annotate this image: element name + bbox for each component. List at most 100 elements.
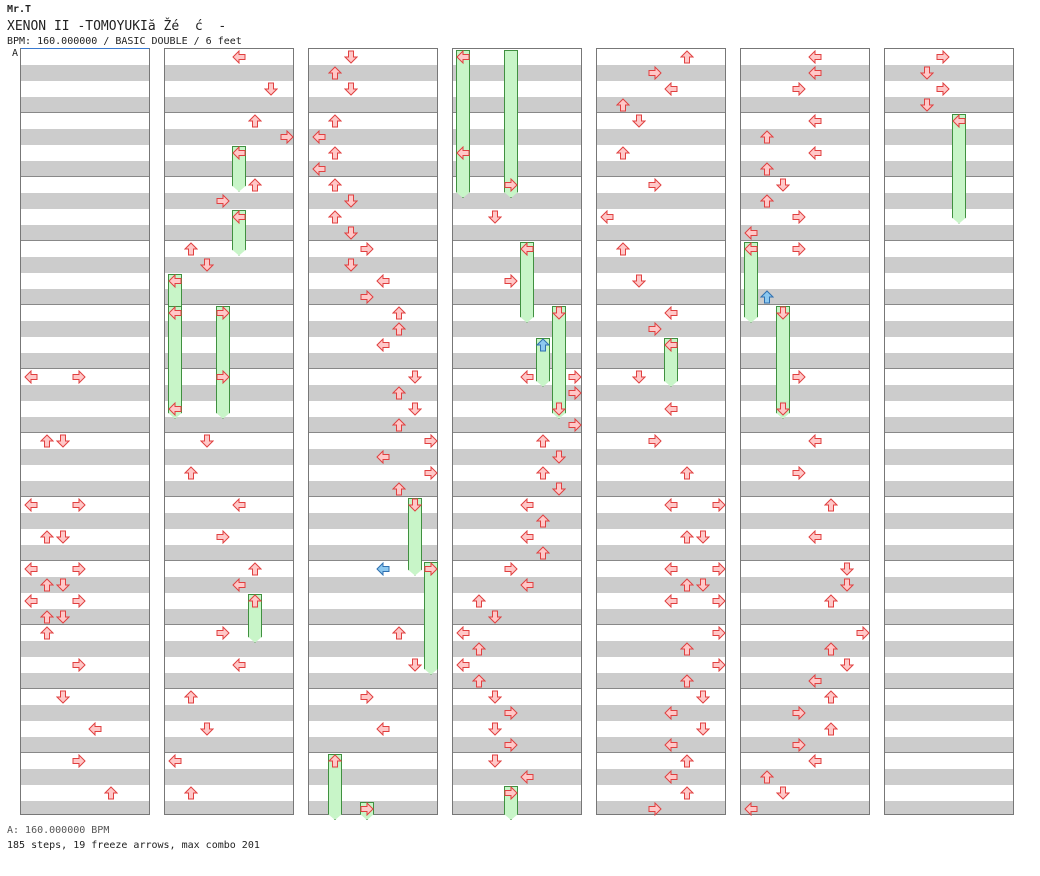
arrow-left-icon bbox=[456, 626, 470, 640]
measure-line bbox=[885, 368, 1013, 369]
arrow-down-icon bbox=[40, 530, 54, 544]
arrow-right-icon bbox=[712, 626, 726, 640]
measure-line bbox=[885, 304, 1013, 305]
arrow-right-icon bbox=[648, 434, 662, 448]
measure-line bbox=[21, 688, 149, 689]
bpm-change-line bbox=[21, 48, 149, 49]
measure-line bbox=[309, 560, 437, 561]
arrow-down-icon bbox=[680, 642, 694, 656]
freeze-arrow bbox=[424, 562, 438, 675]
arrow-right-icon bbox=[424, 466, 438, 480]
arrow-left-icon bbox=[744, 802, 758, 816]
arrow-down-icon bbox=[824, 594, 838, 608]
measure-line bbox=[453, 752, 581, 753]
chart-meta: BPM: 160.000000 / BASIC DOUBLE / 6 feet bbox=[7, 36, 242, 47]
measure-line bbox=[597, 368, 725, 369]
arrow-left-icon bbox=[24, 370, 38, 384]
measure-line bbox=[597, 752, 725, 753]
arrow-down-icon bbox=[824, 690, 838, 704]
arrow-left-icon bbox=[376, 722, 390, 736]
measure-line bbox=[165, 560, 293, 561]
arrow-up-icon bbox=[344, 50, 358, 64]
arrow-right-icon bbox=[792, 210, 806, 224]
arrow-left-icon bbox=[600, 210, 614, 224]
arrow-up-icon bbox=[776, 786, 790, 800]
measure-line bbox=[21, 432, 149, 433]
arrow-right-icon bbox=[712, 594, 726, 608]
freeze-arrow bbox=[552, 306, 566, 419]
measure-line bbox=[453, 240, 581, 241]
measure-line bbox=[741, 688, 869, 689]
measure-line bbox=[597, 496, 725, 497]
arrow-down-icon bbox=[616, 98, 630, 112]
measure-line bbox=[453, 624, 581, 625]
arrow-left-icon bbox=[664, 306, 678, 320]
arrow-down-icon bbox=[392, 418, 406, 432]
arrow-right-icon bbox=[712, 498, 726, 512]
measure-line bbox=[165, 752, 293, 753]
arrow-down-icon bbox=[184, 690, 198, 704]
arrow-left-icon bbox=[808, 530, 822, 544]
arrow-down-icon bbox=[680, 466, 694, 480]
measure-line bbox=[885, 240, 1013, 241]
arrow-down-icon bbox=[680, 50, 694, 64]
arrow-down-icon bbox=[40, 626, 54, 640]
arrow-down-icon bbox=[616, 242, 630, 256]
arrow-up-icon bbox=[344, 82, 358, 96]
arrow-up-icon bbox=[696, 578, 710, 592]
measure-line bbox=[741, 496, 869, 497]
measure-line bbox=[885, 176, 1013, 177]
arrow-left-icon bbox=[664, 82, 678, 96]
arrow-up-icon bbox=[344, 194, 358, 208]
arrow-left-icon bbox=[168, 274, 182, 288]
arrow-up-icon bbox=[488, 722, 502, 736]
arrow-left-icon bbox=[744, 242, 758, 256]
freeze-arrow bbox=[776, 306, 790, 419]
arrow-up-icon bbox=[696, 690, 710, 704]
arrow-left-icon bbox=[312, 162, 326, 176]
measure-line bbox=[597, 176, 725, 177]
arrow-up-icon bbox=[552, 402, 566, 416]
arrow-right-icon bbox=[216, 530, 230, 544]
arrow-left-icon bbox=[808, 114, 822, 128]
arrow-right-icon bbox=[504, 738, 518, 752]
arrow-down-icon bbox=[536, 546, 550, 560]
measure-line bbox=[309, 304, 437, 305]
measure-line bbox=[21, 496, 149, 497]
chart-column-6 bbox=[740, 48, 870, 816]
freeze-arrow bbox=[456, 50, 470, 198]
measure-line bbox=[741, 240, 869, 241]
shock-arrow-down-icon bbox=[536, 338, 550, 352]
measure-line bbox=[885, 752, 1013, 753]
measure-line bbox=[309, 752, 437, 753]
arrow-right-icon bbox=[856, 626, 870, 640]
arrow-left-icon bbox=[376, 274, 390, 288]
chart-column-5 bbox=[596, 48, 726, 816]
arrow-down-icon bbox=[392, 626, 406, 640]
arrow-right-icon bbox=[792, 706, 806, 720]
arrow-down-icon bbox=[616, 146, 630, 160]
arrow-up-icon bbox=[488, 610, 502, 624]
arrow-left-icon bbox=[232, 50, 246, 64]
measure-line bbox=[741, 560, 869, 561]
arrow-right-icon bbox=[72, 658, 86, 672]
arrow-left-icon bbox=[24, 594, 38, 608]
measure-line bbox=[597, 624, 725, 625]
measure-line bbox=[885, 112, 1013, 113]
measure-line bbox=[453, 432, 581, 433]
freeze-arrow bbox=[408, 498, 422, 576]
arrow-up-icon bbox=[776, 306, 790, 320]
arrow-right-icon bbox=[216, 370, 230, 384]
arrow-left-icon bbox=[808, 50, 822, 64]
arrow-left-icon bbox=[312, 130, 326, 144]
arrow-right-icon bbox=[936, 82, 950, 96]
arrow-down-icon bbox=[184, 786, 198, 800]
arrow-left-icon bbox=[808, 146, 822, 160]
arrow-left-icon bbox=[168, 402, 182, 416]
measure-line bbox=[21, 560, 149, 561]
arrow-right-icon bbox=[648, 66, 662, 80]
freeze-arrow bbox=[952, 114, 966, 224]
arrow-down-icon bbox=[680, 754, 694, 768]
measure-line bbox=[597, 304, 725, 305]
arrow-up-icon bbox=[632, 370, 646, 384]
